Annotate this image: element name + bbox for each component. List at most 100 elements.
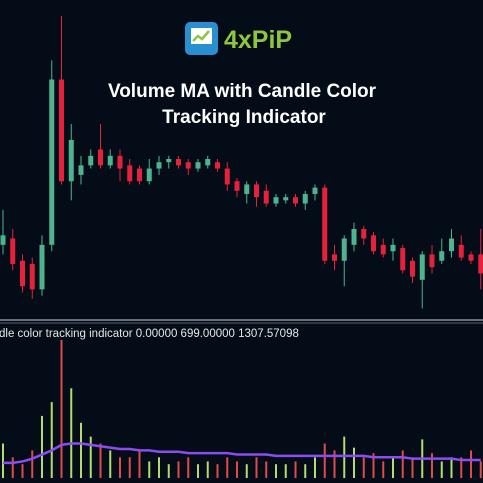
- candle-body: [429, 254, 435, 268]
- volume-bar: [99, 443, 102, 478]
- volume-bar: [353, 447, 355, 478]
- volume-bar: [411, 457, 414, 478]
- candle-body: [371, 235, 376, 252]
- volume-bar: [460, 457, 463, 478]
- volume-bar: [294, 461, 297, 478]
- volume-bar: [119, 457, 121, 478]
- candle-body: [400, 248, 406, 271]
- candle-body: [332, 254, 337, 261]
- volume-bar: [470, 450, 472, 478]
- candle-body: [117, 155, 123, 169]
- volume-bar: [158, 457, 160, 478]
- candle-body: [107, 155, 113, 166]
- volume-ma-line: [3, 442, 481, 465]
- volume-bar: [80, 422, 82, 478]
- candle-body: [341, 238, 347, 261]
- volume-bar: [197, 464, 199, 478]
- candle-body: [351, 228, 357, 245]
- candle-body: [361, 228, 367, 239]
- volume-bar: [128, 457, 131, 478]
- volume-bar: [401, 450, 404, 478]
- volume-bar: [314, 457, 316, 478]
- volume-bar: [440, 461, 443, 478]
- volume-bar: [304, 464, 307, 478]
- candle-body: [380, 244, 386, 255]
- volume-bar: [109, 450, 112, 478]
- logo: 4xPiP: [185, 22, 292, 55]
- candle-body: [322, 187, 328, 261]
- candle-body: [10, 238, 16, 264]
- candle-body: [59, 79, 64, 182]
- volume-bar: [31, 450, 34, 478]
- volume-bar: [41, 415, 43, 478]
- volume-bar: [2, 443, 4, 478]
- volume-bar: [148, 461, 151, 478]
- candle-body: [29, 263, 35, 290]
- candle-body: [0, 235, 6, 245]
- candle-body: [293, 197, 298, 204]
- volume-bar: [70, 388, 73, 478]
- candle-body: [78, 165, 84, 175]
- volume-bar: [167, 464, 170, 478]
- candle-body: [390, 244, 396, 252]
- candle-body: [468, 254, 474, 261]
- chart-title: Tracking Indicator: [162, 107, 326, 128]
- chart-title: Volume MA with Candle Color: [108, 81, 377, 102]
- volume-bar: [216, 464, 219, 478]
- logo-icon-arrow: [192, 30, 210, 42]
- candle-body: [156, 162, 162, 169]
- candle-body: [98, 149, 103, 166]
- volume-bar: [11, 457, 14, 478]
- candle-body: [185, 162, 191, 169]
- volume-bar: [343, 436, 346, 478]
- candle-body: [263, 190, 269, 204]
- candle-body: [224, 168, 230, 185]
- volume-bar: [255, 457, 258, 478]
- candle-body: [176, 159, 181, 166]
- volume-bar: [450, 457, 453, 478]
- candle-body: [254, 184, 259, 198]
- candle-body: [146, 168, 152, 182]
- volume-bar: [275, 464, 277, 478]
- candle-body: [68, 139, 74, 182]
- volume-bar: [138, 450, 141, 478]
- volume-bar: [479, 461, 482, 478]
- candle-body: [244, 184, 250, 194]
- candle-body: [137, 168, 142, 182]
- candle-body: [439, 251, 445, 261]
- candle-body: [166, 159, 172, 163]
- candle-body: [302, 193, 308, 204]
- candle-body: [458, 244, 464, 258]
- candle-body: [215, 162, 220, 169]
- volume-bar: [245, 464, 248, 478]
- candle-body: [478, 254, 483, 274]
- volume-bar: [50, 402, 53, 478]
- candle-body: [312, 187, 318, 194]
- volume-bar: [177, 461, 180, 478]
- candle-body: [195, 162, 201, 169]
- volume-bar: [206, 461, 209, 478]
- candle-body: [49, 79, 55, 245]
- volume-bar: [60, 340, 63, 478]
- volume-bar: [226, 457, 229, 478]
- volume-bar: [431, 453, 433, 478]
- candle-body: [39, 244, 45, 290]
- candle-body: [273, 197, 279, 204]
- candle-body: [410, 260, 415, 277]
- candle-body: [88, 155, 94, 166]
- volume-bar: [372, 453, 375, 478]
- volume-bar: [236, 461, 238, 478]
- candle-body: [449, 238, 454, 252]
- candle-body: [127, 165, 133, 182]
- indicator-label: dle color tracking indicator 0.00000 699…: [0, 328, 299, 340]
- volume-bar: [333, 450, 336, 478]
- candle-body: [419, 254, 425, 280]
- volume-bar: [21, 464, 24, 478]
- candle-body: [283, 197, 289, 201]
- candle-body: [234, 181, 240, 191]
- volume-bar: [323, 443, 326, 478]
- logo-text: 4xPiP: [224, 26, 292, 54]
- volume-bar: [284, 464, 287, 478]
